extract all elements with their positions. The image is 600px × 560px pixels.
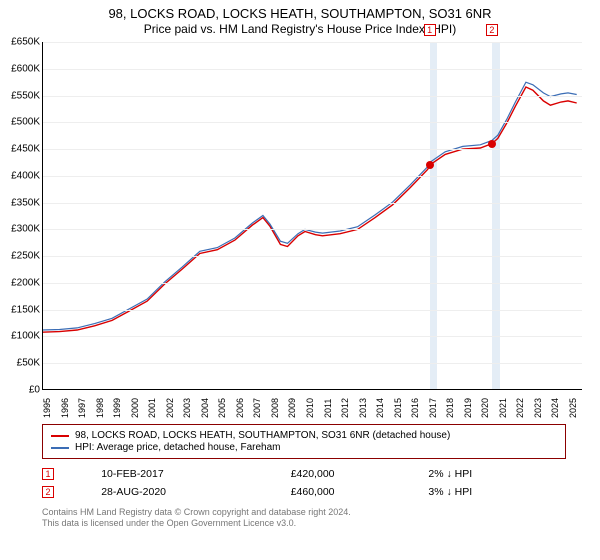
band-marker: 1 bbox=[424, 24, 436, 36]
series-hpi bbox=[42, 82, 577, 330]
x-tick-label: 2002 bbox=[165, 398, 175, 418]
y-axis-line bbox=[42, 42, 43, 390]
y-tick-label: £100K bbox=[0, 331, 40, 342]
chart-subtitle: Price paid vs. HM Land Registry's House … bbox=[0, 22, 600, 36]
tx-marker: 2 bbox=[42, 486, 54, 498]
tx-price: £420,000 bbox=[291, 465, 429, 483]
y-axis: £0£50K£100K£150K£200K£250K£300K£350K£400… bbox=[0, 42, 40, 390]
y-tick-label: £550K bbox=[0, 90, 40, 101]
legend-label: HPI: Average price, detached house, Fare… bbox=[75, 442, 281, 453]
y-tick-label: £350K bbox=[0, 197, 40, 208]
x-tick-label: 2007 bbox=[252, 398, 262, 418]
x-tick-label: 2008 bbox=[270, 398, 280, 418]
chart-container: 98, LOCKS ROAD, LOCKS HEATH, SOUTHAMPTON… bbox=[0, 0, 600, 560]
legend-item: HPI: Average price, detached house, Fare… bbox=[51, 442, 557, 453]
x-tick-label: 2012 bbox=[340, 398, 350, 418]
x-tick-label: 2004 bbox=[200, 398, 210, 418]
x-tick-label: 2019 bbox=[463, 398, 473, 418]
tx-price: £460,000 bbox=[291, 483, 429, 501]
transaction-point bbox=[488, 140, 496, 148]
transaction-point bbox=[426, 161, 434, 169]
x-tick-label: 2025 bbox=[568, 398, 578, 418]
x-tick-label: 2020 bbox=[480, 398, 490, 418]
band-marker: 2 bbox=[486, 24, 498, 36]
title-block: 98, LOCKS ROAD, LOCKS HEATH, SOUTHAMPTON… bbox=[0, 0, 600, 38]
x-axis: 1995 1996 1997 1998 1999 2000 2001 2002 2003 2004… bbox=[42, 390, 582, 422]
x-tick-label: 2016 bbox=[410, 398, 420, 418]
y-tick-label: £200K bbox=[0, 277, 40, 288]
legend-swatch bbox=[51, 447, 69, 449]
x-tick-label: 1997 bbox=[77, 398, 87, 418]
y-tick-label: £500K bbox=[0, 117, 40, 128]
y-tick-label: £400K bbox=[0, 170, 40, 181]
chart-area: £0£50K£100K£150K£200K£250K£300K£350K£400… bbox=[34, 42, 594, 422]
x-tick-label: 2014 bbox=[375, 398, 385, 418]
legend-box: 98, LOCKS ROAD, LOCKS HEATH, SOUTHAMPTON… bbox=[42, 424, 566, 459]
x-tick-label: 1999 bbox=[112, 398, 122, 418]
x-tick-label: 2009 bbox=[287, 398, 297, 418]
tx-date: 28-AUG-2020 bbox=[101, 483, 290, 501]
legend-swatch bbox=[51, 435, 69, 437]
x-tick-label: 2011 bbox=[323, 399, 333, 418]
x-tick-label: 2005 bbox=[217, 398, 227, 418]
tx-marker: 1 bbox=[42, 468, 54, 480]
x-tick-label: 2001 bbox=[147, 398, 157, 418]
y-tick-label: £50K bbox=[0, 358, 40, 369]
y-tick-label: £0 bbox=[0, 385, 40, 396]
plot-region: 12 bbox=[42, 42, 582, 390]
transactions-table: 1 10-FEB-2017£420,0002% ↓ HPI 2 28-AUG-2020… bbox=[42, 465, 566, 501]
y-tick-label: £450K bbox=[0, 144, 40, 155]
footer-line-1: Contains HM Land Registry data © Crown c… bbox=[42, 507, 600, 518]
legend-label: 98, LOCKS ROAD, LOCKS HEATH, SOUTHAMPTON… bbox=[75, 430, 450, 441]
x-tick-label: 2013 bbox=[358, 398, 368, 418]
chart-title-address: 98, LOCKS ROAD, LOCKS HEATH, SOUTHAMPTON… bbox=[0, 6, 600, 21]
x-tick-label: 2017 bbox=[428, 398, 438, 418]
x-tick-label: 2024 bbox=[550, 398, 560, 418]
tx-delta: 3% ↓ HPI bbox=[428, 483, 566, 501]
y-tick-label: £600K bbox=[0, 63, 40, 74]
x-tick-label: 2000 bbox=[130, 398, 140, 418]
x-tick-label: 2023 bbox=[533, 398, 543, 418]
x-tick-label: 2018 bbox=[445, 398, 455, 418]
tx-delta: 2% ↓ HPI bbox=[428, 465, 566, 483]
x-tick-label: 2003 bbox=[182, 398, 192, 418]
x-tick-label: 1995 bbox=[42, 398, 52, 418]
table-row: 2 28-AUG-2020£460,0003% ↓ HPI bbox=[42, 483, 566, 501]
table-row: 1 10-FEB-2017£420,0002% ↓ HPI bbox=[42, 465, 566, 483]
y-tick-label: £650K bbox=[0, 37, 40, 48]
series-address bbox=[42, 87, 577, 332]
plot-inner: 12 bbox=[42, 42, 582, 390]
y-tick-label: £300K bbox=[0, 224, 40, 235]
y-tick-label: £250K bbox=[0, 251, 40, 262]
x-tick-label: 1996 bbox=[60, 398, 70, 418]
x-tick-label: 2022 bbox=[515, 398, 525, 418]
line-svg bbox=[42, 42, 582, 390]
y-tick-label: £150K bbox=[0, 304, 40, 315]
x-tick-label: 2010 bbox=[305, 398, 315, 418]
x-tick-label: 1998 bbox=[95, 398, 105, 418]
footer-line-2: This data is licensed under the Open Gov… bbox=[42, 518, 600, 529]
x-tick-label: 2015 bbox=[393, 398, 403, 418]
legend-item: 98, LOCKS ROAD, LOCKS HEATH, SOUTHAMPTON… bbox=[51, 430, 557, 441]
footer-attribution: Contains HM Land Registry data © Crown c… bbox=[42, 507, 600, 530]
tx-date: 10-FEB-2017 bbox=[101, 465, 290, 483]
x-tick-label: 2021 bbox=[498, 398, 508, 418]
x-tick-label: 2006 bbox=[235, 398, 245, 418]
